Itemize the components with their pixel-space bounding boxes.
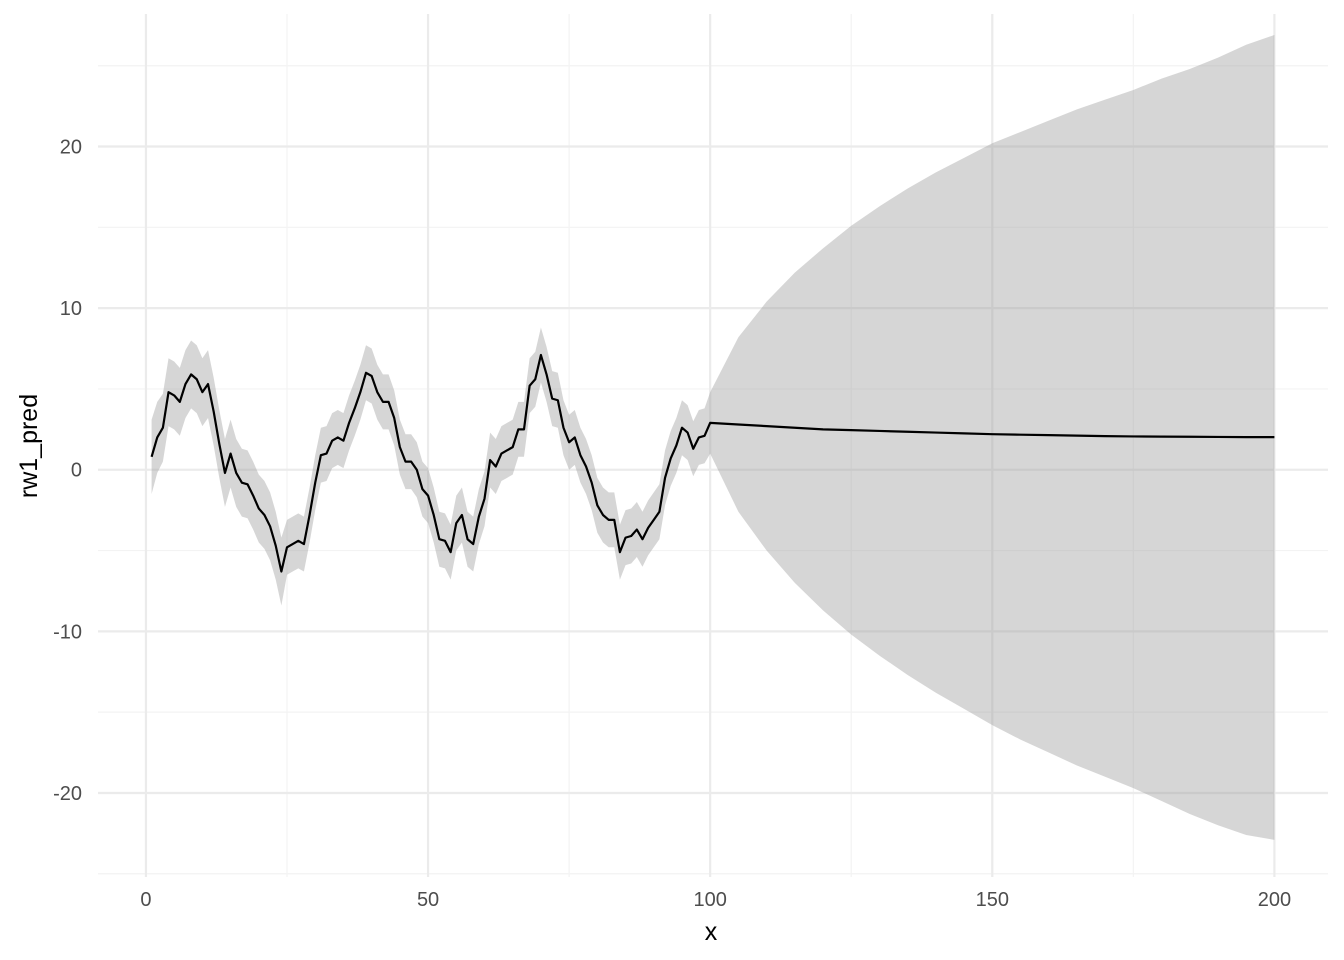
x-tick-label: 50: [417, 889, 439, 911]
y-axis-title: rw1_pred: [15, 394, 43, 498]
x-tick-label: 100: [693, 889, 726, 911]
y-tick-label: -10: [53, 621, 82, 643]
x-tick-label: 150: [976, 889, 1009, 911]
confidence-band-layer: [151, 35, 1275, 840]
x-tick-label: 0: [140, 889, 151, 911]
grid: [98, 14, 1328, 877]
x-tick-label: 200: [1258, 889, 1291, 911]
y-tick-label: -20: [53, 783, 82, 805]
prediction-line: [150, 353, 1275, 573]
confidence-band: [151, 35, 1275, 840]
y-tick-label: 10: [60, 298, 82, 320]
prediction-line-layer: [150, 353, 1275, 573]
y-tick-label: 20: [60, 137, 82, 159]
x-axis-title: x: [705, 918, 718, 946]
tick-labels: 0 50 100 150 200 -20 -10 0 10 20: [53, 137, 1291, 911]
y-tick-label: 0: [71, 460, 82, 482]
